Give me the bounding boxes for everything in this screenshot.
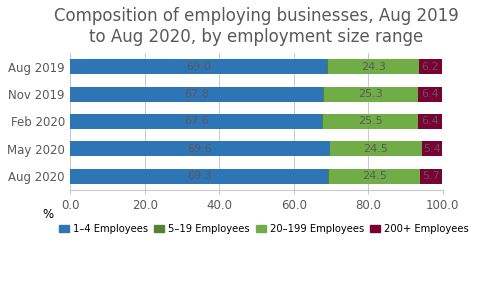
Bar [418,86,442,102]
Bar [421,141,442,156]
Bar [418,114,442,129]
Bar [71,59,327,74]
Bar [328,59,419,74]
Text: 6.4: 6.4 [421,89,439,99]
Bar [419,59,442,74]
Text: 67.6: 67.6 [184,116,209,127]
Text: 6.2: 6.2 [421,62,439,72]
Bar [330,141,421,156]
Text: 24.5: 24.5 [362,171,387,181]
Bar [420,169,442,184]
Bar [71,141,330,156]
Text: 69.3: 69.3 [187,171,212,181]
Text: 69.6: 69.6 [188,144,212,154]
Bar [328,169,329,184]
Legend: 1–4 Employees, 5–19 Employees, 20–199 Employees, 200+ Employees: 1–4 Employees, 5–19 Employees, 20–199 Em… [55,220,473,238]
Bar [71,114,322,129]
Text: 67.8: 67.8 [184,89,209,99]
Text: 25.5: 25.5 [358,116,383,127]
Text: 24.3: 24.3 [361,62,386,72]
Text: 69.0: 69.0 [186,62,211,72]
Text: 24.5: 24.5 [363,144,388,154]
Text: 5.4: 5.4 [423,144,441,154]
Bar [71,86,323,102]
Bar [329,169,420,184]
Text: 5.7: 5.7 [422,171,440,181]
Bar [323,114,418,129]
Bar [71,169,328,184]
Title: Composition of employing businesses, Aug 2019
to Aug 2020, by employment size ra: Composition of employing businesses, Aug… [54,7,459,46]
Text: %: % [42,208,54,221]
Bar [324,86,418,102]
Text: 25.3: 25.3 [358,89,383,99]
Bar [322,114,323,129]
Bar [323,86,324,102]
Text: 6.4: 6.4 [421,116,439,127]
Bar [327,59,328,74]
